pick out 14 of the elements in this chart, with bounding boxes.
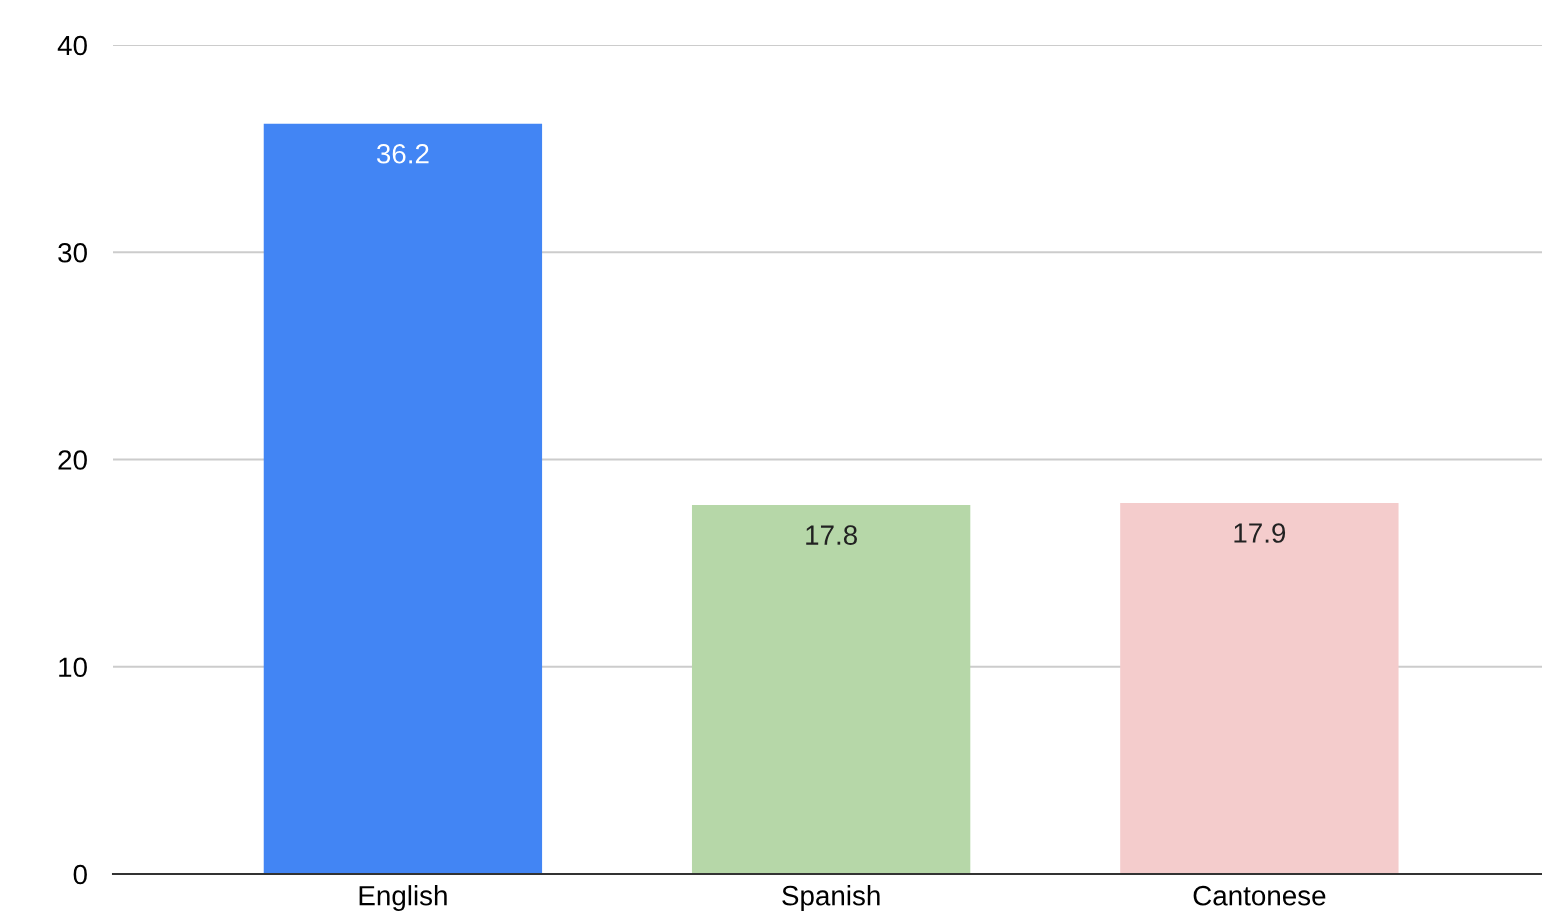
- x-tick-label: Spanish: [782, 885, 880, 912]
- data-label: 17.8: [806, 525, 857, 545]
- bar: [1120, 503, 1399, 874]
- y-tick-label: 10: [59, 657, 87, 678]
- bar: [263, 123, 543, 874]
- x-tick-label: Cantonese: [1193, 885, 1326, 906]
- data-label: 36.2: [376, 143, 429, 164]
- y-tick-label: 40: [57, 35, 87, 56]
- data-label: 17.9: [1234, 523, 1286, 543]
- y-tick-label: 30: [58, 242, 87, 263]
- bar: [691, 505, 971, 874]
- y-tick-label: 0: [73, 864, 87, 885]
- y-tick-label: 20: [58, 450, 87, 470]
- x-tick-label: English: [359, 885, 447, 912]
